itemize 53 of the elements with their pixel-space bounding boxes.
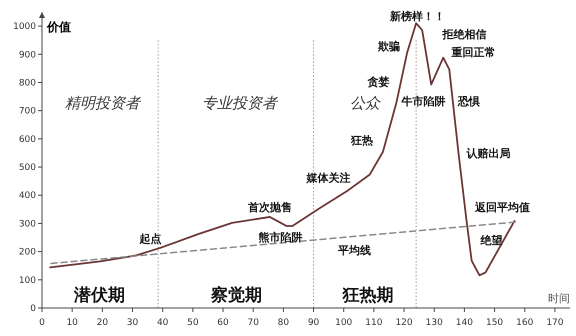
annotation: 重回正常 — [450, 46, 496, 59]
x-tick-label: 90 — [308, 318, 320, 328]
annotation: 精明投资者 — [64, 94, 142, 112]
x-tick-label: 30 — [126, 318, 139, 328]
annotation: 首次抛售 — [246, 201, 292, 214]
x-tick-label: 100 — [335, 318, 353, 328]
annotation: 察觉期 — [210, 285, 262, 306]
y-tick-label: 1000 — [13, 22, 36, 32]
annotation: 欺骗 — [376, 40, 400, 53]
y-tick-label: 700 — [18, 106, 36, 117]
annotation: 绝望 — [480, 234, 503, 247]
x-tick-label: 10 — [66, 318, 78, 328]
y-tick-label: 600 — [18, 134, 36, 145]
x-tick-label: 0 — [39, 318, 46, 328]
x-axis-title: 时间 — [548, 292, 570, 305]
annotation: 媒体关注 — [306, 171, 351, 184]
x-tick-label: 120 — [395, 318, 413, 328]
annotation: 起点 — [138, 232, 162, 246]
annotation: 新榜样！！ — [389, 10, 446, 23]
x-tick-label: 20 — [96, 318, 108, 328]
annotation: 恐惧 — [456, 95, 480, 108]
x-tick-label: 110 — [365, 318, 383, 328]
x-tick-label: 70 — [247, 318, 260, 328]
annotation: 平均线 — [337, 244, 372, 257]
annotation: 拒绝相信 — [441, 28, 486, 42]
y-tick-label: 200 — [18, 248, 36, 258]
annotation: 潜伏期 — [72, 285, 125, 306]
x-tick-label: 40 — [156, 318, 169, 328]
x-tick-label: 170 — [546, 318, 564, 328]
annotation: 熊市陷阱 — [258, 231, 302, 244]
y-tick-label: 400 — [18, 191, 36, 202]
y-tick-label: 900 — [18, 50, 36, 60]
y-axis-title: 价值 — [46, 20, 71, 34]
annotation: 牛市陷阱 — [400, 95, 446, 108]
x-tick-label: 160 — [516, 318, 534, 328]
annotation: 专业投资者 — [202, 94, 280, 112]
annotation: 认赔出局 — [466, 146, 511, 160]
y-tick-label: 300 — [18, 219, 36, 230]
x-tick-label: 150 — [486, 318, 504, 328]
annotation: 返回平均值 — [474, 201, 530, 214]
x-tick-label: 140 — [456, 318, 474, 328]
annotation: 公众 — [350, 94, 381, 112]
y-tick-label: 800 — [18, 78, 36, 88]
x-tick-label: 50 — [187, 318, 199, 328]
annotation: 狂热期 — [341, 285, 394, 306]
x-tick-label: 60 — [217, 318, 230, 328]
y-tick-label: 0 — [30, 304, 36, 314]
annotation: 贪婪 — [366, 76, 390, 89]
x-tick-label: 130 — [426, 318, 444, 328]
annotation: 狂热 — [350, 134, 373, 147]
y-tick-label: 500 — [18, 163, 36, 174]
x-tick-label: 80 — [278, 318, 290, 328]
y-tick-label: 100 — [18, 276, 36, 286]
